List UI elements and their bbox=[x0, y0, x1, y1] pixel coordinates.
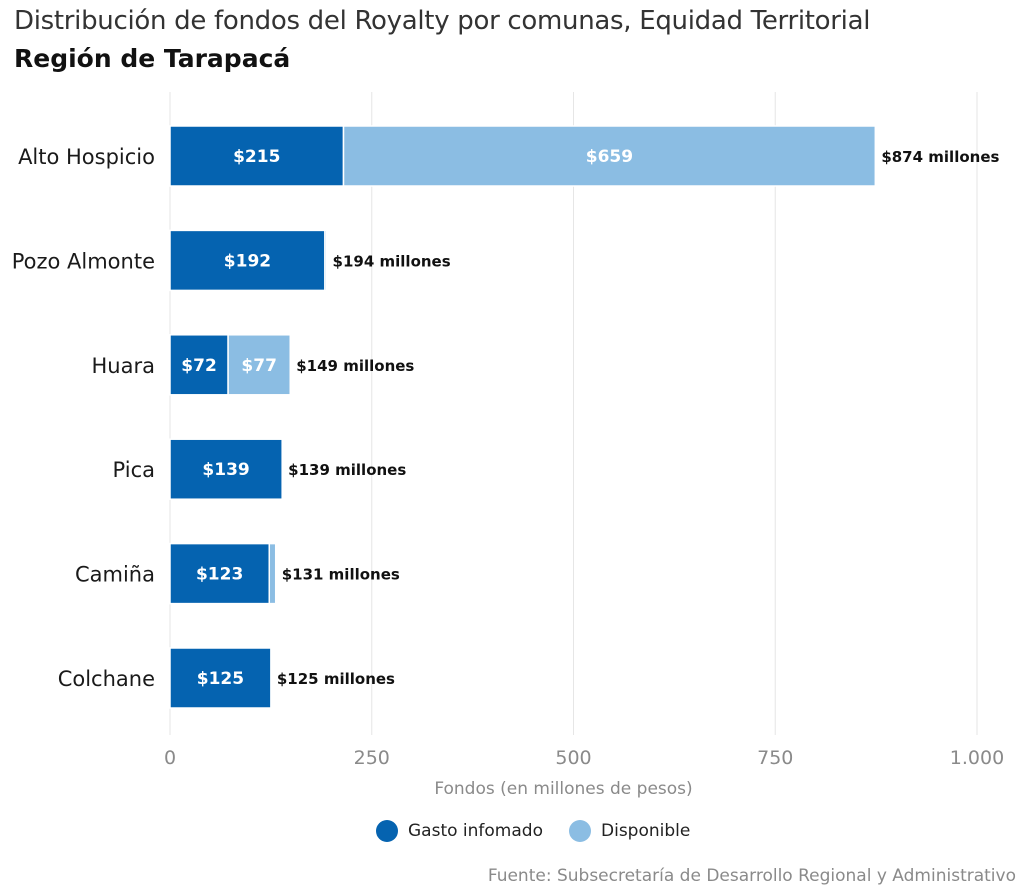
bar-disponible bbox=[268, 542, 277, 605]
bar-disponible bbox=[227, 334, 291, 396]
data-label: $77 bbox=[241, 356, 277, 376]
category-label: Pozo Almonte bbox=[12, 249, 155, 273]
x-tick-label: 250 bbox=[354, 747, 390, 769]
bar-gasto bbox=[169, 647, 272, 709]
bar-gasto bbox=[169, 438, 283, 500]
category-label: Alto Hospicio bbox=[18, 145, 155, 169]
x-tick-label: 750 bbox=[757, 747, 793, 769]
category-label: Camiña bbox=[75, 563, 155, 587]
x-axis-label: Fondos (en millones de pesos) bbox=[434, 779, 692, 799]
x-tick-label: 0 bbox=[164, 747, 176, 769]
bar-gasto bbox=[169, 542, 271, 605]
bar-gasto bbox=[169, 334, 229, 396]
category-label: Colchane bbox=[58, 667, 155, 691]
category-label: Pica bbox=[113, 458, 155, 482]
total-label: $125 millones bbox=[277, 670, 395, 688]
x-tick-label: 500 bbox=[555, 747, 591, 769]
data-label: $659 bbox=[586, 147, 633, 167]
data-label: $72 bbox=[181, 356, 217, 376]
data-label: $215 bbox=[233, 147, 280, 167]
category-label: Huara bbox=[92, 354, 155, 378]
legend-label-disponible: Disponible bbox=[601, 821, 691, 841]
total-label: $874 millones bbox=[881, 148, 999, 166]
legend-label-gasto: Gasto infomado bbox=[408, 821, 543, 841]
data-label: $123 bbox=[196, 565, 243, 585]
data-label: $192 bbox=[224, 251, 271, 271]
total-label: $149 millones bbox=[296, 357, 414, 375]
legend-swatch-gasto bbox=[376, 820, 398, 842]
source-note: Fuente: Subsecretaría de Desarrollo Regi… bbox=[487, 866, 1016, 886]
chart-subtitle: Región de Tarapacá bbox=[14, 44, 291, 73]
bar-gasto bbox=[169, 125, 345, 187]
legend-item-gasto: Gasto infomado bbox=[376, 820, 543, 842]
total-label: $131 millones bbox=[282, 566, 400, 584]
bar-chart: 0 250 500 750 1.000 Fondos (en millones de pe… bbox=[12, 92, 1004, 799]
data-label: $139 bbox=[202, 460, 249, 480]
x-tick-label: 1.000 bbox=[950, 747, 1004, 769]
legend-item-disponible: Disponible bbox=[569, 820, 690, 842]
total-label: $139 millones bbox=[288, 461, 406, 479]
chart-title: Distribución de fondos del Royalty por c… bbox=[14, 6, 871, 36]
data-label: $125 bbox=[197, 669, 244, 689]
bar-disponible bbox=[342, 125, 877, 187]
legend-swatch-disponible bbox=[569, 820, 591, 842]
total-label: $194 millones bbox=[333, 252, 451, 270]
bar-disponible bbox=[324, 229, 328, 292]
